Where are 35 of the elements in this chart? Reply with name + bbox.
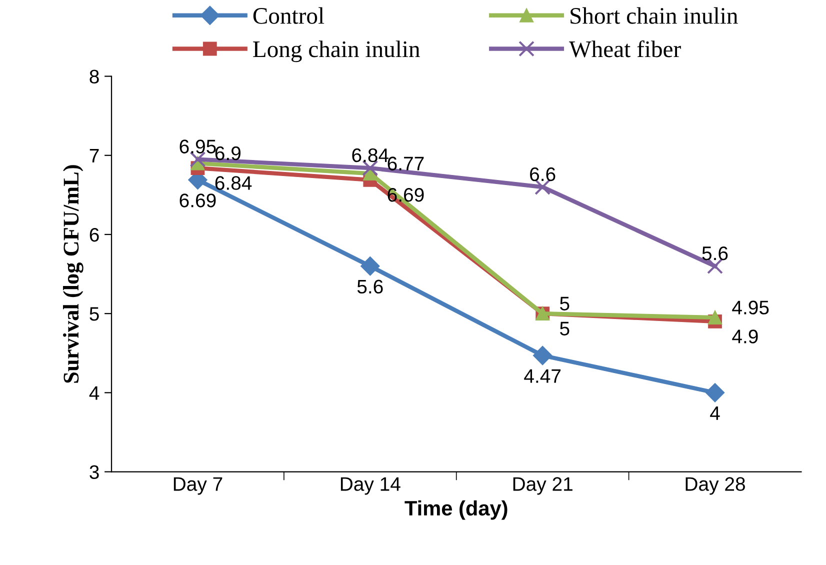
- x-axis-title: Time (day): [404, 500, 508, 520]
- data-label: 5: [560, 296, 570, 310]
- y-axis-title: Survival (log CFU/mL): [63, 165, 84, 383]
- data-label: 6.95: [180, 140, 216, 154]
- data-label: 6.77: [388, 156, 424, 170]
- data-label: 4.47: [524, 369, 561, 383]
- data-label: 5: [560, 322, 570, 336]
- point: [533, 346, 552, 366]
- x-tick-label: Day 28: [686, 477, 745, 495]
- x-tick-label: Day 7: [174, 477, 222, 495]
- y-tick-label: 7: [90, 149, 99, 162]
- y-tick-label: 8: [90, 70, 99, 84]
- y-tick-label: 6: [90, 228, 99, 242]
- data-label: 4.9: [732, 330, 758, 344]
- data-label: 6.9: [215, 146, 240, 160]
- data-label: 4.95: [732, 300, 769, 314]
- x-tick-label: Day 14: [340, 477, 400, 495]
- data-label: 6.84: [352, 148, 389, 162]
- x-tick-label: Day 21: [513, 477, 572, 495]
- point: [360, 256, 380, 276]
- data-label: 6.84: [215, 176, 252, 190]
- point: [705, 383, 725, 402]
- data-label: 6.69: [180, 194, 216, 208]
- legend-label: Long chain inulin: [253, 40, 420, 62]
- y-tick-label: 4: [89, 386, 100, 400]
- data-label: 4: [710, 406, 720, 420]
- data-label: 6.6: [530, 167, 556, 182]
- legend-label: Wheat fiber: [569, 40, 681, 58]
- y-tick-label: 5: [90, 307, 99, 321]
- data-label: 5.6: [702, 246, 728, 260]
- data-label: 5.6: [357, 280, 383, 294]
- legend-label: Short chain inulin: [570, 7, 738, 24]
- legend-label: Control: [253, 7, 324, 24]
- point: [708, 310, 722, 324]
- y-tick-label: 3: [90, 465, 99, 480]
